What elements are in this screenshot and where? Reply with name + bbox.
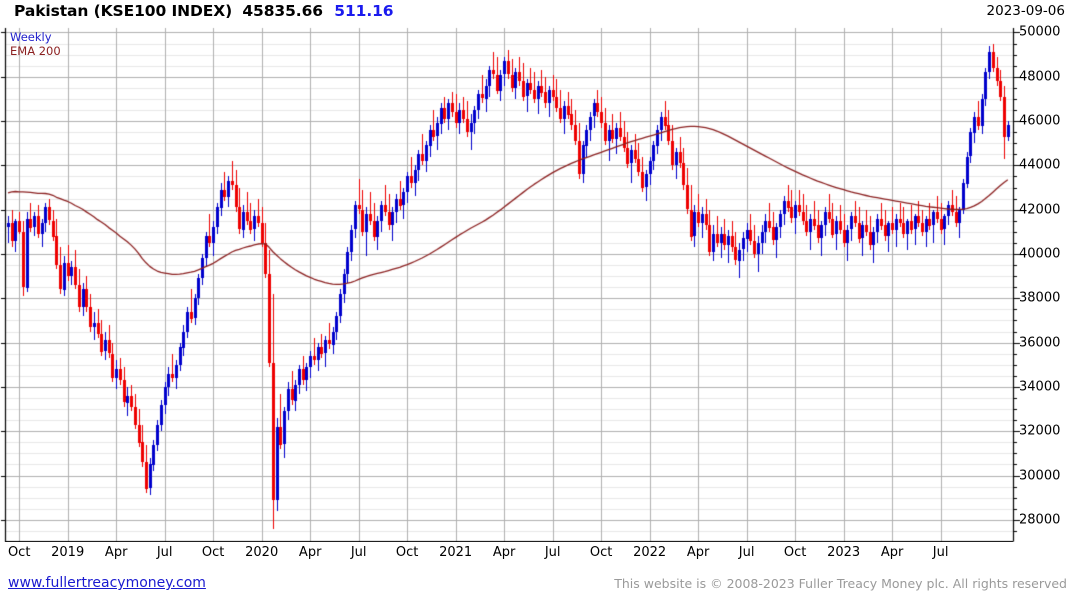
x-tick-label: 2021 [439, 545, 473, 560]
chart-date: 2023-09-06 [986, 3, 1065, 19]
last-price: 45835.66 [242, 2, 323, 20]
x-tick-label: Apr [104, 545, 128, 560]
x-tick-label: Oct [395, 545, 419, 560]
x-tick-label: 2023 [827, 545, 861, 560]
x-tick-label: Jul [932, 545, 949, 560]
x-tick-label: Jul [544, 545, 561, 560]
price-change: 511.16 [334, 2, 394, 20]
x-tick-label: Oct [783, 545, 807, 560]
x-tick-label: Apr [298, 545, 322, 560]
x-tick-label: Apr [880, 545, 904, 560]
x-tick-label: Jul [156, 545, 173, 560]
x-tick-label: 2019 [51, 545, 85, 560]
x-tick-label: Oct [201, 545, 225, 560]
x-tick-label: Oct [589, 545, 613, 560]
chart-header: Pakistan (KSE100 INDEX) 45835.66 511.16 … [0, 0, 1075, 26]
instrument-name: Pakistan (KSE100 INDEX) [14, 2, 233, 20]
x-tick-label: 2022 [633, 545, 667, 560]
x-tick-label: Oct [7, 545, 31, 560]
site-url-link[interactable]: www.fullertreacymoney.com [8, 575, 206, 591]
copyright-notice: This website is © 2008-2023 Fuller Treac… [614, 576, 1067, 591]
chart-footer: www.fullertreacymoney.com This website i… [0, 573, 1075, 600]
x-tick-label: Jul [738, 545, 755, 560]
candlestick-canvas[interactable] [0, 26, 1075, 542]
x-tick-label: 2020 [245, 545, 279, 560]
page-title: Pakistan (KSE100 INDEX) 45835.66 511.16 [14, 2, 394, 20]
plot-area[interactable]: Weekly EMA 200 [0, 26, 1075, 542]
x-axis: Oct 2019 Apr Jul Oct 2020 Apr Jul Oct 2021 Apr Jul O… [0, 545, 1075, 567]
x-tick-label: Apr [686, 545, 710, 560]
x-tick-label: Apr [492, 545, 516, 560]
x-tick-label: Jul [350, 545, 367, 560]
